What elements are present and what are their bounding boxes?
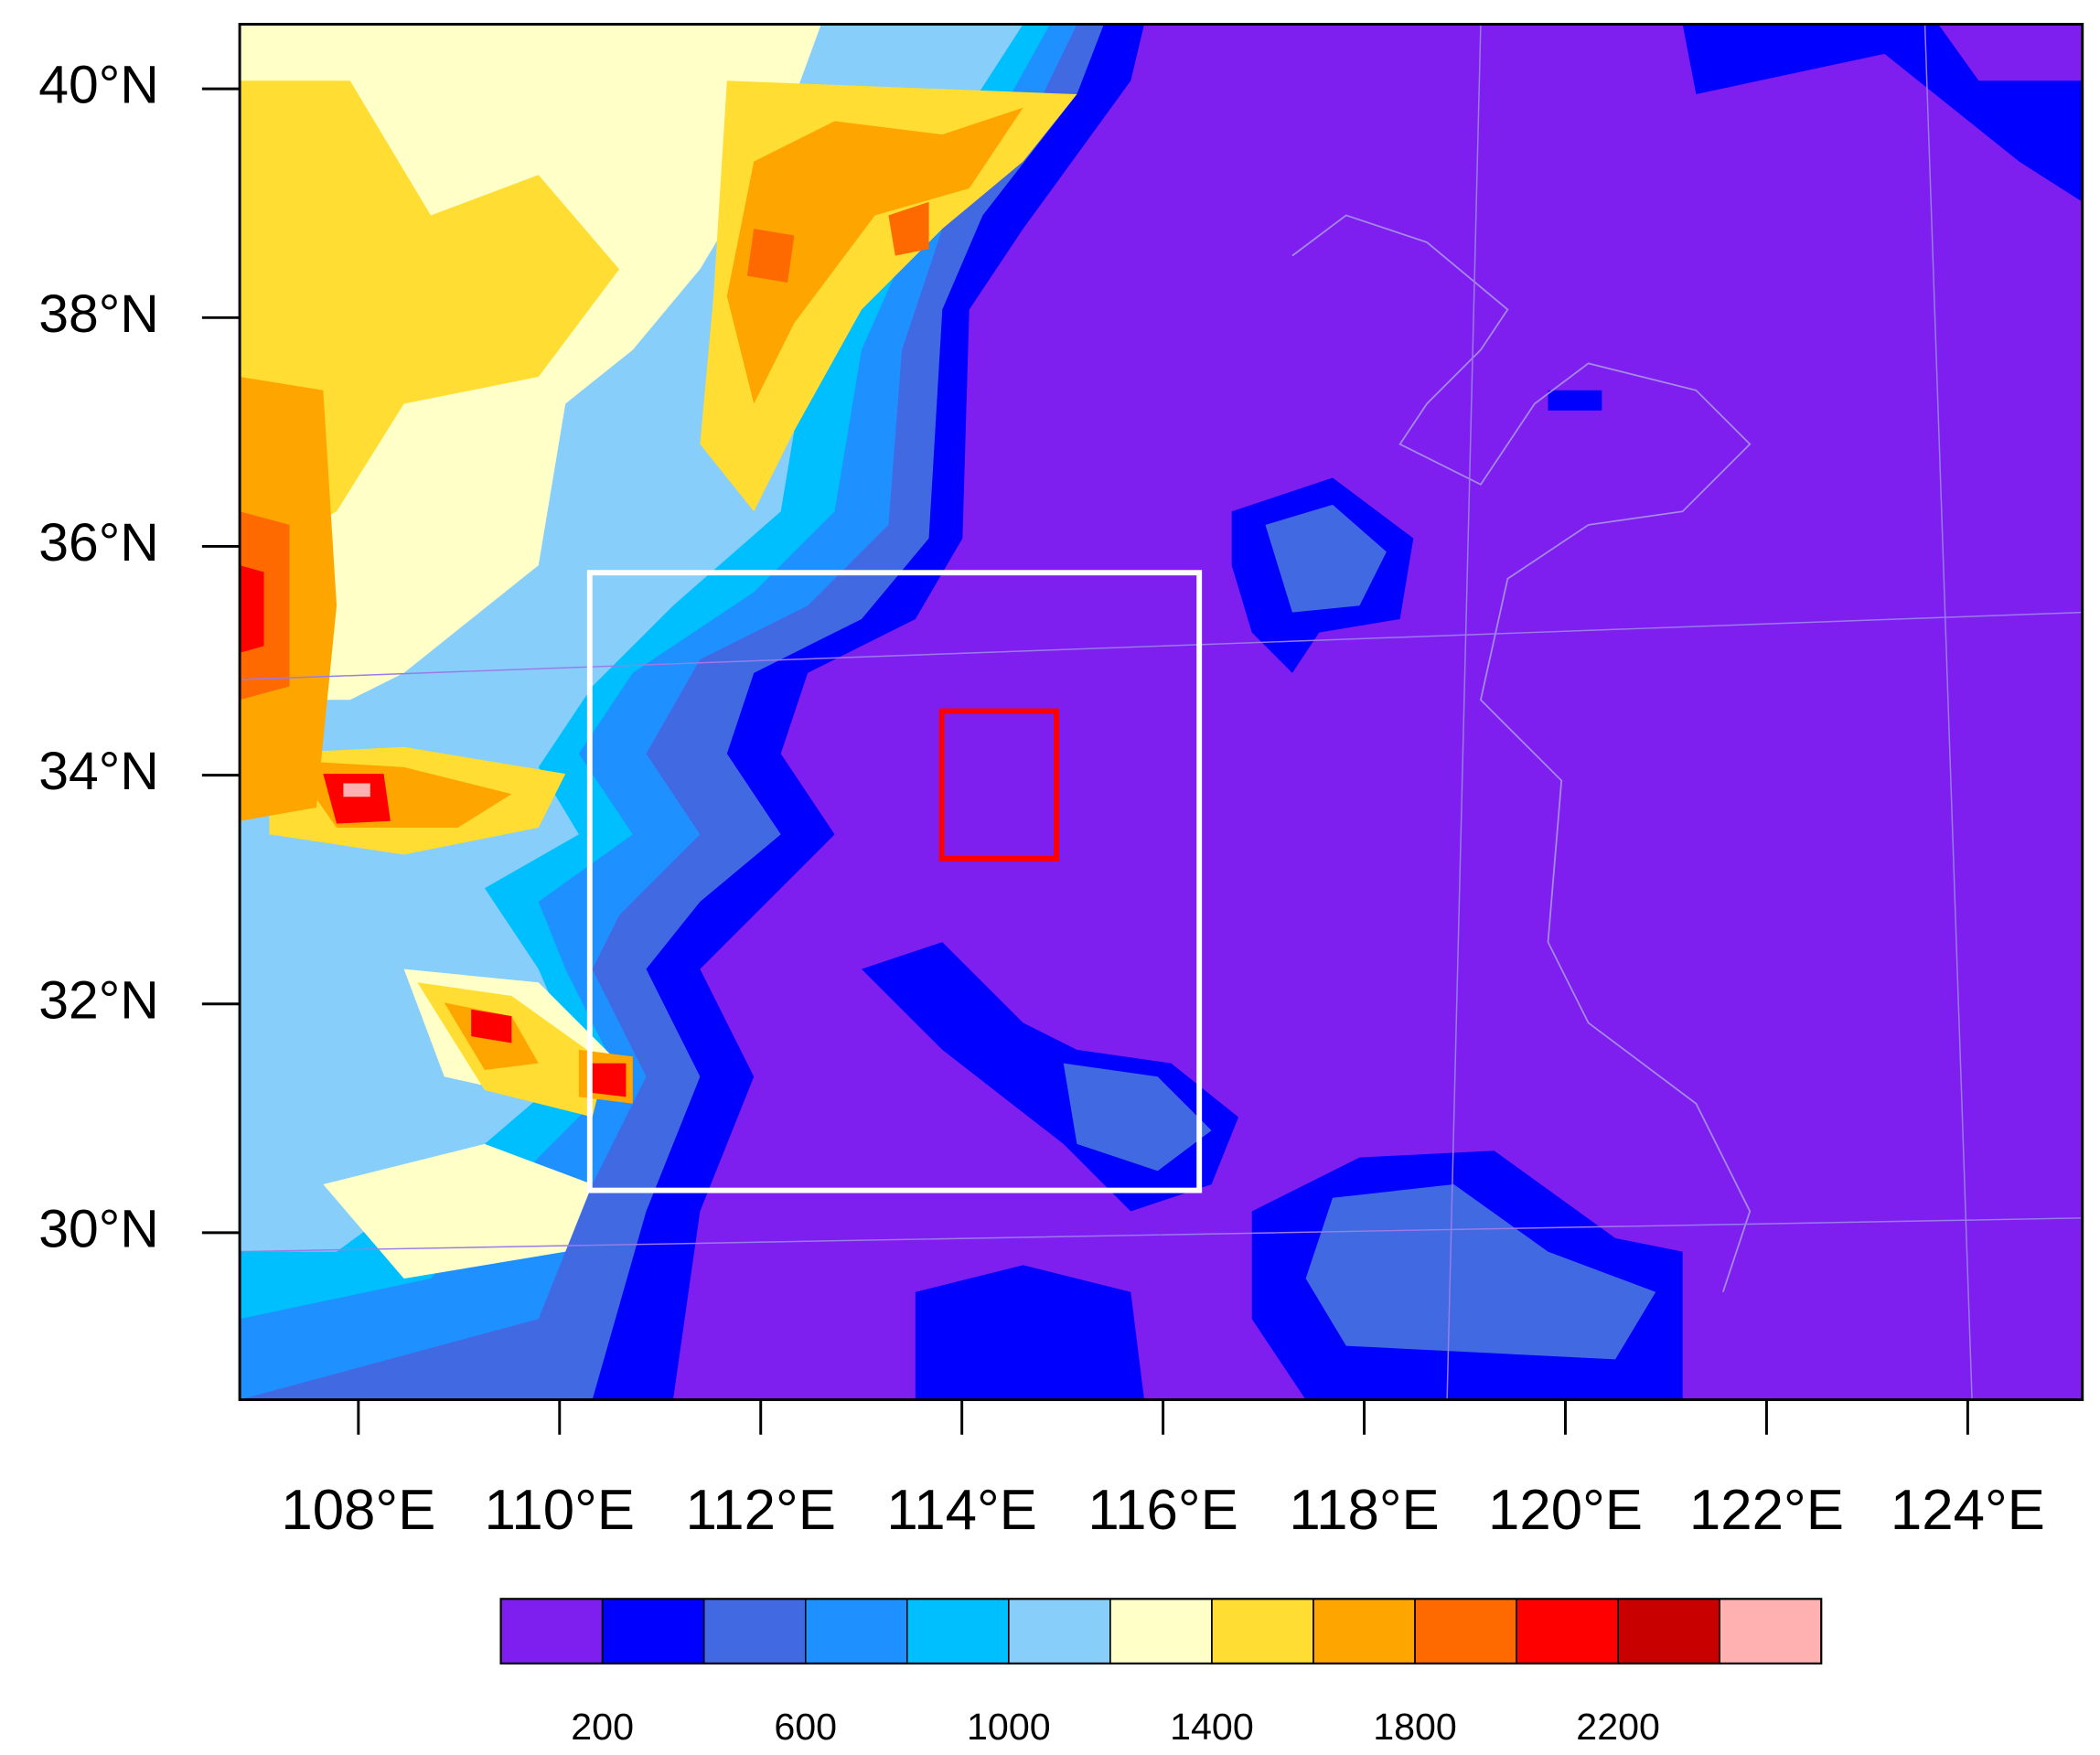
terrain xyxy=(240,24,2083,1400)
terrain-region xyxy=(240,565,264,653)
lat-tick-label: 40°N xyxy=(38,56,159,115)
lat-tick-label: 32°N xyxy=(38,970,159,1030)
lon-tick-label: 108°E xyxy=(281,1479,435,1542)
colorbar-box xyxy=(702,1598,807,1664)
terrain-region xyxy=(240,80,620,566)
colorbar-label: 1400 xyxy=(1170,1706,1254,1748)
terrain-region xyxy=(471,1009,512,1043)
boundary-line xyxy=(240,24,2083,1400)
lon-tick-label: 122°E xyxy=(1689,1479,1844,1542)
colorbar-label: 1000 xyxy=(967,1706,1051,1748)
terrain-region xyxy=(1548,390,1602,411)
plot-frame xyxy=(238,23,2084,1401)
lat-tick-label: 38°N xyxy=(38,284,159,344)
region-box xyxy=(938,708,1059,861)
region-box xyxy=(586,570,1203,1193)
colorbar-box xyxy=(601,1598,705,1664)
terrain-region xyxy=(1305,1184,1656,1360)
colorbar-box xyxy=(804,1598,908,1664)
lat-tick-label: 34°N xyxy=(38,742,159,801)
colorbar-label: 1800 xyxy=(1373,1706,1457,1748)
terrain-region xyxy=(592,1063,627,1097)
terrain-region xyxy=(726,107,1023,404)
lat-tick-label: 36°N xyxy=(38,513,159,573)
lat-tick-label: 30°N xyxy=(38,1199,159,1258)
terrain-region xyxy=(888,201,929,256)
terrain-region xyxy=(746,229,795,284)
terrain-region xyxy=(915,1265,1145,1400)
terrain-region xyxy=(343,783,370,797)
colorbar-box xyxy=(1516,1598,1619,1664)
colorbar-box xyxy=(1719,1598,1822,1664)
colorbar-box xyxy=(1008,1598,1111,1664)
overlay: 30°N 32°N 34°N 36°N 38°N 40°N 108°E 110°E 112°E 1… xyxy=(38,23,2084,1748)
boundary-line xyxy=(1291,214,1752,1293)
terrain-region xyxy=(323,1143,593,1279)
colorbar-box xyxy=(906,1598,1010,1664)
lon-tick-label: 124°E xyxy=(1891,1479,2045,1542)
lon-tick-label: 110°E xyxy=(485,1479,635,1542)
lon-tick-label: 120°E xyxy=(1488,1479,1643,1542)
terrain-region xyxy=(1682,24,2083,202)
lon-tick-label: 118°E xyxy=(1289,1479,1439,1542)
colorbar-box xyxy=(1211,1598,1314,1664)
colorbar-box xyxy=(1109,1598,1213,1664)
lon-tick-label: 116°E xyxy=(1088,1479,1238,1542)
lon-tick-label: 112°E xyxy=(686,1479,836,1542)
colorbar-frame xyxy=(499,1598,1823,1665)
terrain-region xyxy=(1265,504,1387,613)
colorbar-box xyxy=(1312,1598,1416,1664)
colorbar-label: 200 xyxy=(571,1706,634,1748)
colorbar-box xyxy=(1617,1598,1720,1664)
colorbar-label: 600 xyxy=(774,1706,837,1748)
lon-tick-label: 114°E xyxy=(886,1479,1036,1542)
terrain-region xyxy=(1063,1063,1212,1172)
terrain-region xyxy=(240,511,290,701)
colorbar-box xyxy=(499,1598,604,1664)
colorbar-box xyxy=(1414,1598,1517,1664)
colorbar-label: 2200 xyxy=(1576,1706,1660,1748)
terrain-region xyxy=(323,774,391,824)
